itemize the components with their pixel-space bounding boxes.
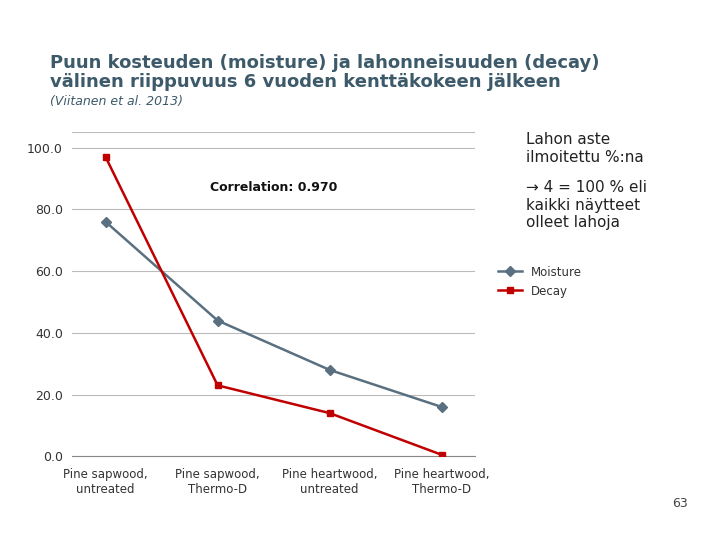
Text: olleet lahoja: olleet lahoja (526, 215, 620, 231)
Text: kaikki näytteet: kaikki näytteet (526, 198, 640, 213)
Text: Puun kosteuden (moisture) ja lahonneisuuden (decay): Puun kosteuden (moisture) ja lahonneisuu… (50, 54, 600, 72)
Decay (213, 382, 222, 389)
Text: Correlation: 0.970: Correlation: 0.970 (210, 181, 337, 194)
Legend: Moisture, Decay: Moisture, Decay (493, 261, 587, 302)
Text: ilmoitettu %:na: ilmoitettu %:na (526, 150, 644, 165)
Moisture (325, 367, 334, 373)
Line: Moisture: Moisture (102, 218, 445, 410)
Text: Lahon aste: Lahon aste (526, 132, 610, 147)
Moisture (437, 404, 446, 410)
Line: Decay: Decay (102, 153, 445, 458)
Moisture (102, 219, 110, 225)
Text: → 4 = 100 % eli: → 4 = 100 % eli (526, 180, 647, 195)
Decay (102, 154, 110, 160)
Text: välinen riippuvuus 6 vuoden kenttäkokeen jälkeen: välinen riippuvuus 6 vuoden kenttäkokeen… (50, 73, 561, 91)
Moisture (213, 318, 222, 324)
Text: 63: 63 (672, 497, 688, 510)
Decay (325, 410, 334, 416)
Text: (Viitanen et al. 2013): (Viitanen et al. 2013) (50, 94, 184, 107)
Decay (437, 451, 446, 458)
